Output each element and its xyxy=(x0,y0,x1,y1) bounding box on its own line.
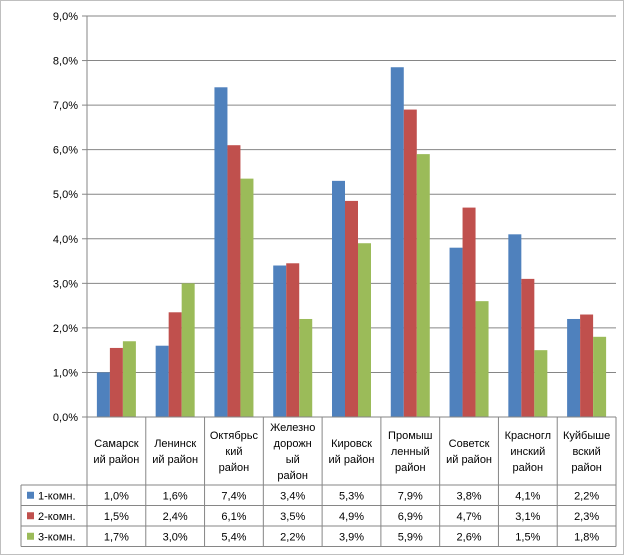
bar-3 xyxy=(122,341,136,417)
data-label: 5,4% xyxy=(221,531,246,543)
y-tick-label: 1,0% xyxy=(53,367,78,379)
bar-2 xyxy=(521,278,535,417)
data-label: 3,1% xyxy=(515,511,540,523)
series-name: 2-комн. xyxy=(38,511,76,523)
y-tick-label: 8,0% xyxy=(53,56,78,68)
bar-3 xyxy=(593,336,607,417)
data-label: 3,8% xyxy=(457,490,482,502)
bar-3 xyxy=(181,283,195,417)
data-label: 5,3% xyxy=(339,490,364,502)
bar-2 xyxy=(462,207,476,417)
data-label: 2,4% xyxy=(163,511,188,523)
bar-2 xyxy=(168,312,182,417)
bar-2 xyxy=(286,263,300,417)
data-label: 3,0% xyxy=(163,531,188,543)
bar-1 xyxy=(214,87,228,418)
category-label: Октябрьс кий район xyxy=(210,430,259,474)
bar-2 xyxy=(227,145,241,417)
data-label: 1,6% xyxy=(163,490,188,502)
bar-1 xyxy=(567,318,581,417)
y-tick-label: 7,0% xyxy=(53,100,78,112)
bar-3 xyxy=(534,350,548,417)
data-label: 2,2% xyxy=(280,531,305,543)
data-label: 5,9% xyxy=(398,531,423,543)
data-label: 3,4% xyxy=(280,490,305,502)
bar-1 xyxy=(273,265,287,417)
bar-3 xyxy=(475,301,489,417)
y-tick-label: 4,0% xyxy=(53,234,78,246)
bar-2 xyxy=(403,109,417,418)
category-label: Кировск ий район xyxy=(329,438,375,466)
bar-3 xyxy=(240,178,254,417)
data-label: 3,9% xyxy=(339,531,364,543)
bar-3 xyxy=(299,318,313,417)
y-tick-label: 5,0% xyxy=(53,189,78,201)
bar-3 xyxy=(358,243,371,417)
bar-2 xyxy=(109,347,123,417)
bar-1 xyxy=(332,180,345,417)
data-label: 1,5% xyxy=(515,531,540,543)
legend-key-2 xyxy=(27,512,34,520)
bar-2 xyxy=(580,314,594,417)
data-label: 1,0% xyxy=(104,490,129,502)
category-label: Самарск ий район xyxy=(93,438,139,466)
category-label: Советск ий район xyxy=(446,438,492,466)
category-label: Железно дорожн ый район xyxy=(270,422,315,482)
category-label: Куйбыше вский район xyxy=(563,430,610,474)
data-label: 4,7% xyxy=(457,511,482,523)
y-tick-label: 3,0% xyxy=(53,278,78,290)
data-label: 1,8% xyxy=(574,531,599,543)
data-label: 2,3% xyxy=(574,511,599,523)
data-label: 2,2% xyxy=(574,490,599,502)
bar-1 xyxy=(390,67,404,417)
data-label: 4,9% xyxy=(339,511,364,523)
bar-2 xyxy=(345,200,358,417)
data-label: 1,7% xyxy=(104,531,129,543)
y-tick-label: 9,0% xyxy=(53,11,78,23)
category-label: Промыш ленный район xyxy=(388,430,433,474)
data-label: 2,6% xyxy=(457,531,482,543)
category-label: Ленинск ий район xyxy=(152,438,198,466)
data-label: 1,5% xyxy=(104,511,129,523)
category-label: Красногл инский район xyxy=(505,430,552,474)
data-label: 6,9% xyxy=(398,511,423,523)
bar-1 xyxy=(508,234,522,417)
y-tick-label: 0,0% xyxy=(53,412,78,424)
bar-1 xyxy=(155,345,169,417)
data-label: 7,9% xyxy=(398,490,423,502)
data-label: 4,1% xyxy=(515,490,540,502)
y-tick-label: 6,0% xyxy=(53,145,78,157)
legend-key-1 xyxy=(27,491,34,499)
series-name: 3-комн. xyxy=(38,531,76,543)
data-label: 7,4% xyxy=(221,490,246,502)
y-tick-label: 2,0% xyxy=(53,323,78,335)
bar-3 xyxy=(416,154,430,417)
bar-1 xyxy=(96,372,110,417)
bar-1 xyxy=(449,247,463,417)
legend-key-3 xyxy=(27,532,34,540)
data-label: 3,5% xyxy=(280,511,305,523)
series-name: 1-комн. xyxy=(38,490,76,502)
data-label: 6,1% xyxy=(221,511,246,523)
